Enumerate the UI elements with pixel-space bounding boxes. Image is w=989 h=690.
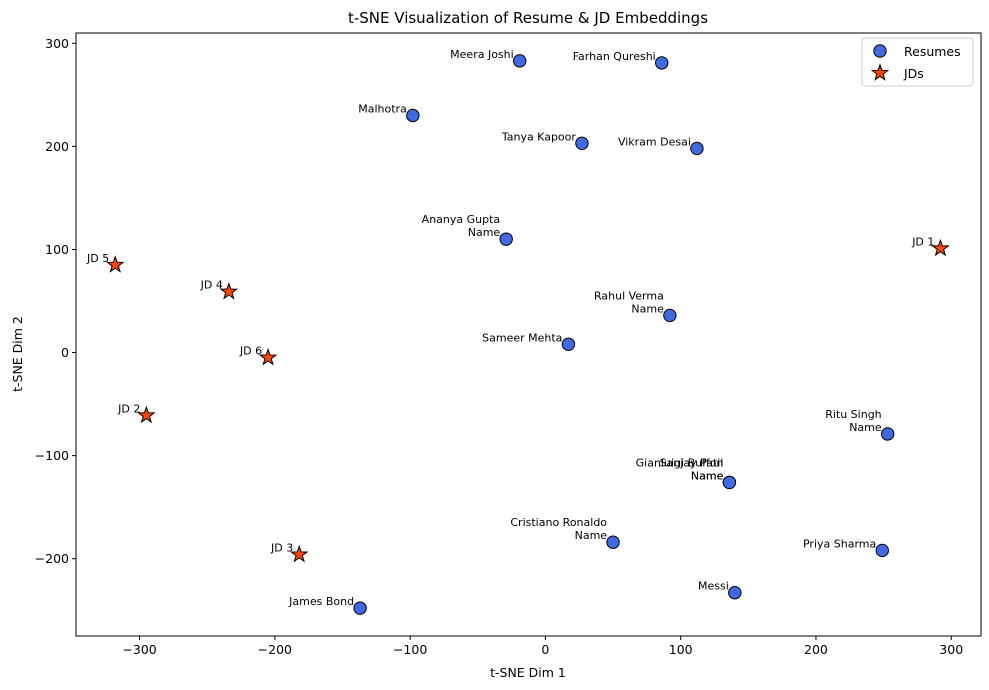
- point-label: JD 1: [911, 235, 934, 248]
- point-label: JD 6: [239, 345, 262, 358]
- legend: Resumes JDs: [861, 37, 974, 87]
- resume-point: [561, 337, 576, 351]
- x-tick-label: 100: [669, 642, 693, 657]
- resume-point: [406, 108, 420, 123]
- y-tick-label: −100: [35, 448, 69, 463]
- point-label: Rahul Verma Name: [594, 289, 664, 315]
- jd-point: [258, 347, 278, 366]
- point-label: Vikram Desai: [618, 135, 691, 148]
- jd-point: [105, 255, 125, 273]
- y-tick-label: 100: [45, 242, 69, 257]
- point-label: Cristiano Ronaldo Name: [510, 516, 607, 542]
- jd-point: [931, 238, 950, 257]
- jd-point: [219, 282, 239, 300]
- point-label: Meera Joshi: [450, 48, 514, 61]
- jd-point: [137, 405, 156, 424]
- y-axis-label: t-SNE Dim 2: [10, 316, 25, 392]
- plot-frame: [75, 32, 982, 637]
- legend-resumes-marker: [873, 44, 887, 58]
- resume-point: [880, 427, 895, 441]
- y-tick-label: 200: [45, 139, 69, 154]
- x-tick-label: −200: [258, 642, 292, 657]
- x-axis-label: t-SNE Dim 1: [490, 665, 566, 680]
- y-tick-label: 0: [61, 345, 69, 360]
- resume-point: [690, 141, 704, 156]
- legend-jds-label: JDs: [903, 66, 924, 81]
- legend-jds-marker: [870, 63, 890, 81]
- resume-point: [663, 308, 677, 323]
- resume-point: [513, 54, 527, 68]
- x-tick-label: 300: [939, 642, 963, 657]
- x-tick-label: −300: [122, 642, 156, 657]
- y-tick-label: 300: [45, 36, 69, 51]
- x-tick-label: 0: [541, 642, 549, 657]
- point-label: Farhan Qureshi: [573, 50, 656, 63]
- resume-point: [728, 586, 742, 600]
- legend-resumes-label: Resumes: [904, 44, 961, 59]
- jd-point: [289, 544, 309, 563]
- point-label: Ritu Singh Name: [825, 408, 882, 434]
- point-label: JD 4: [200, 279, 223, 292]
- resume-point: [606, 535, 620, 549]
- x-tick-label: 200: [804, 642, 828, 657]
- point-label: JD 5: [86, 252, 109, 265]
- y-tick-label: −200: [35, 551, 69, 566]
- resume-point: [875, 543, 889, 558]
- resume-point: [575, 136, 589, 150]
- point-label: Gianluigi Buffon Name: [636, 456, 724, 482]
- legend-box: [861, 37, 974, 87]
- resume-point: [655, 56, 669, 70]
- point-label: Sanjay Patil Name: [660, 456, 724, 482]
- chart-title: t-SNE Visualization of Resume & JD Embed…: [348, 9, 708, 27]
- point-label: Tanya Kapoor: [501, 130, 577, 143]
- resume-point: [353, 601, 367, 615]
- point-label: JD 2: [117, 402, 140, 415]
- point-label: James Bond: [288, 595, 354, 608]
- point-label: Priya Sharma: [803, 537, 876, 550]
- point-label: JD 3: [270, 542, 293, 555]
- x-tick-label: −100: [393, 642, 427, 657]
- resume-point: [722, 475, 737, 490]
- point-label: Ananya Gupta Name: [422, 213, 501, 239]
- point-label: Messi: [698, 580, 729, 593]
- resume-point: [499, 232, 513, 246]
- point-label: Sameer Mehta: [482, 331, 562, 344]
- point-label: Malhotra: [358, 102, 407, 115]
